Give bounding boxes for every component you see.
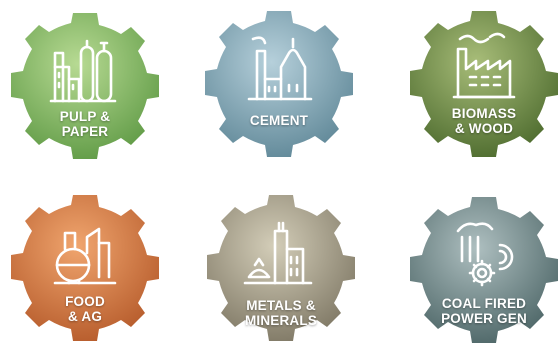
label-line: BIOMASS — [451, 106, 517, 121]
label-line: & WOOD — [454, 121, 514, 136]
label-line: PAPER — [61, 124, 109, 139]
cement-plant-icon — [247, 36, 313, 101]
label-line: FOOD — [65, 294, 105, 309]
badge-label: PULP & PAPER — [21, 109, 149, 139]
label-line: MINERALS — [244, 313, 318, 328]
badge-label: METALS & MINERALS — [217, 298, 345, 328]
label-line: CEMENT — [249, 113, 309, 128]
label-line: METALS & — [246, 298, 316, 313]
food-processing-icon — [53, 227, 117, 285]
gear-shape — [207, 195, 355, 341]
mining-building-icon — [243, 221, 313, 285]
badge-label: BIOMASS & WOOD — [420, 106, 548, 136]
badge-metals-minerals[interactable]: METALS & MINERALS — [207, 193, 355, 341]
gear-shape — [205, 11, 353, 157]
label-line: COAL FIRED — [441, 296, 527, 311]
badge-label: FOOD & AG — [21, 294, 149, 324]
badge-coal-fired[interactable]: COAL FIRED POWER GEN — [410, 195, 558, 343]
tanks-factory-icon — [49, 39, 117, 103]
badge-food-ag[interactable]: FOOD & AG — [11, 193, 159, 341]
label-line: PULP & — [59, 109, 111, 124]
gear-shape — [11, 195, 159, 341]
factory-smoke-icon — [452, 32, 516, 99]
label-line: & AG — [67, 309, 103, 324]
label-line: POWER GEN — [441, 311, 527, 326]
gear-shape — [11, 13, 159, 159]
badge-cement[interactable]: CEMENT — [205, 9, 353, 157]
badge-pulp-paper[interactable]: PULP & PAPER — [11, 11, 159, 159]
power-plant-gear-icon — [456, 222, 514, 287]
badge-biomass-wood[interactable]: BIOMASS & WOOD — [410, 9, 558, 157]
badge-label: COAL FIRED POWER GEN — [420, 296, 548, 326]
badge-label: CEMENT — [215, 113, 343, 128]
